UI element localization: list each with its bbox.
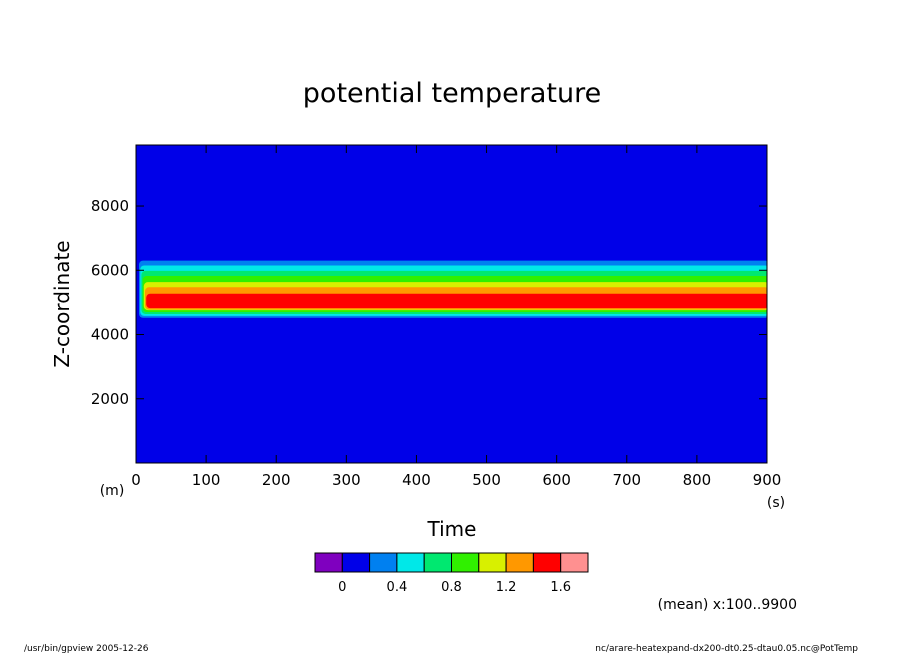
x-unit-label: (s) (767, 495, 785, 511)
y-tick-label: 4000 (91, 326, 129, 344)
x-tick-label: 500 (472, 471, 501, 489)
x-tick-label: 0 (131, 471, 141, 489)
y-unit-label: (m) (100, 483, 125, 499)
x-tick-label: 300 (332, 471, 361, 489)
plot-area: 0 100 200 300 400 500 600 700 800 900 2000 4000 6000… (91, 144, 782, 489)
colorbar-swatch (341, 552, 371, 573)
colorbar-swatch (396, 552, 425, 573)
x-tick-label: 900 (753, 471, 782, 489)
footer-right: nc/arare-heatexpand-dx200-dt0.25-dtau0.0… (595, 644, 858, 654)
mean-note: (mean) x:100..9900 (658, 597, 797, 613)
colorbar-swatch (451, 552, 480, 573)
x-tick-label: 200 (262, 471, 291, 489)
colorbar-swatch (314, 552, 343, 573)
colorbar-tick-label: 0 (338, 580, 346, 595)
x-axis-title: Time (427, 517, 477, 541)
contour-band-8 (146, 293, 767, 309)
colorbar-swatch (560, 552, 589, 573)
colorbar-tick-label: 1.6 (550, 580, 571, 595)
y-tick-label: 6000 (91, 261, 129, 279)
y-axis-title: Z-coordinate (50, 240, 74, 367)
x-tick-label: 800 (683, 471, 712, 489)
colorbar-swatch (369, 552, 398, 573)
x-tick-label: 600 (542, 471, 571, 489)
colorbar-tick-label: 0.8 (441, 580, 462, 595)
footer-left: /usr/bin/gpview 2005-12-26 (24, 644, 149, 654)
plot-frame (135, 144, 768, 464)
colorbar-tick-label: 1.2 (496, 580, 517, 595)
x-tick-label: 700 (612, 471, 641, 489)
colorbar: 0 0.4 0.8 1.2 1.6 (314, 552, 589, 595)
x-tick-label: 100 (192, 471, 221, 489)
y-tick-label: 8000 (91, 197, 129, 215)
chart-title: potential temperature (303, 78, 601, 109)
y-tick-label: 2000 (91, 390, 129, 408)
colorbar-swatch (532, 552, 562, 573)
colorbar-swatch (505, 552, 534, 573)
x-tick-label: 400 (402, 471, 431, 489)
colorbar-swatch (423, 552, 453, 573)
colorbar-tick-label: 0.4 (387, 580, 408, 595)
colorbar-swatch (478, 552, 507, 573)
